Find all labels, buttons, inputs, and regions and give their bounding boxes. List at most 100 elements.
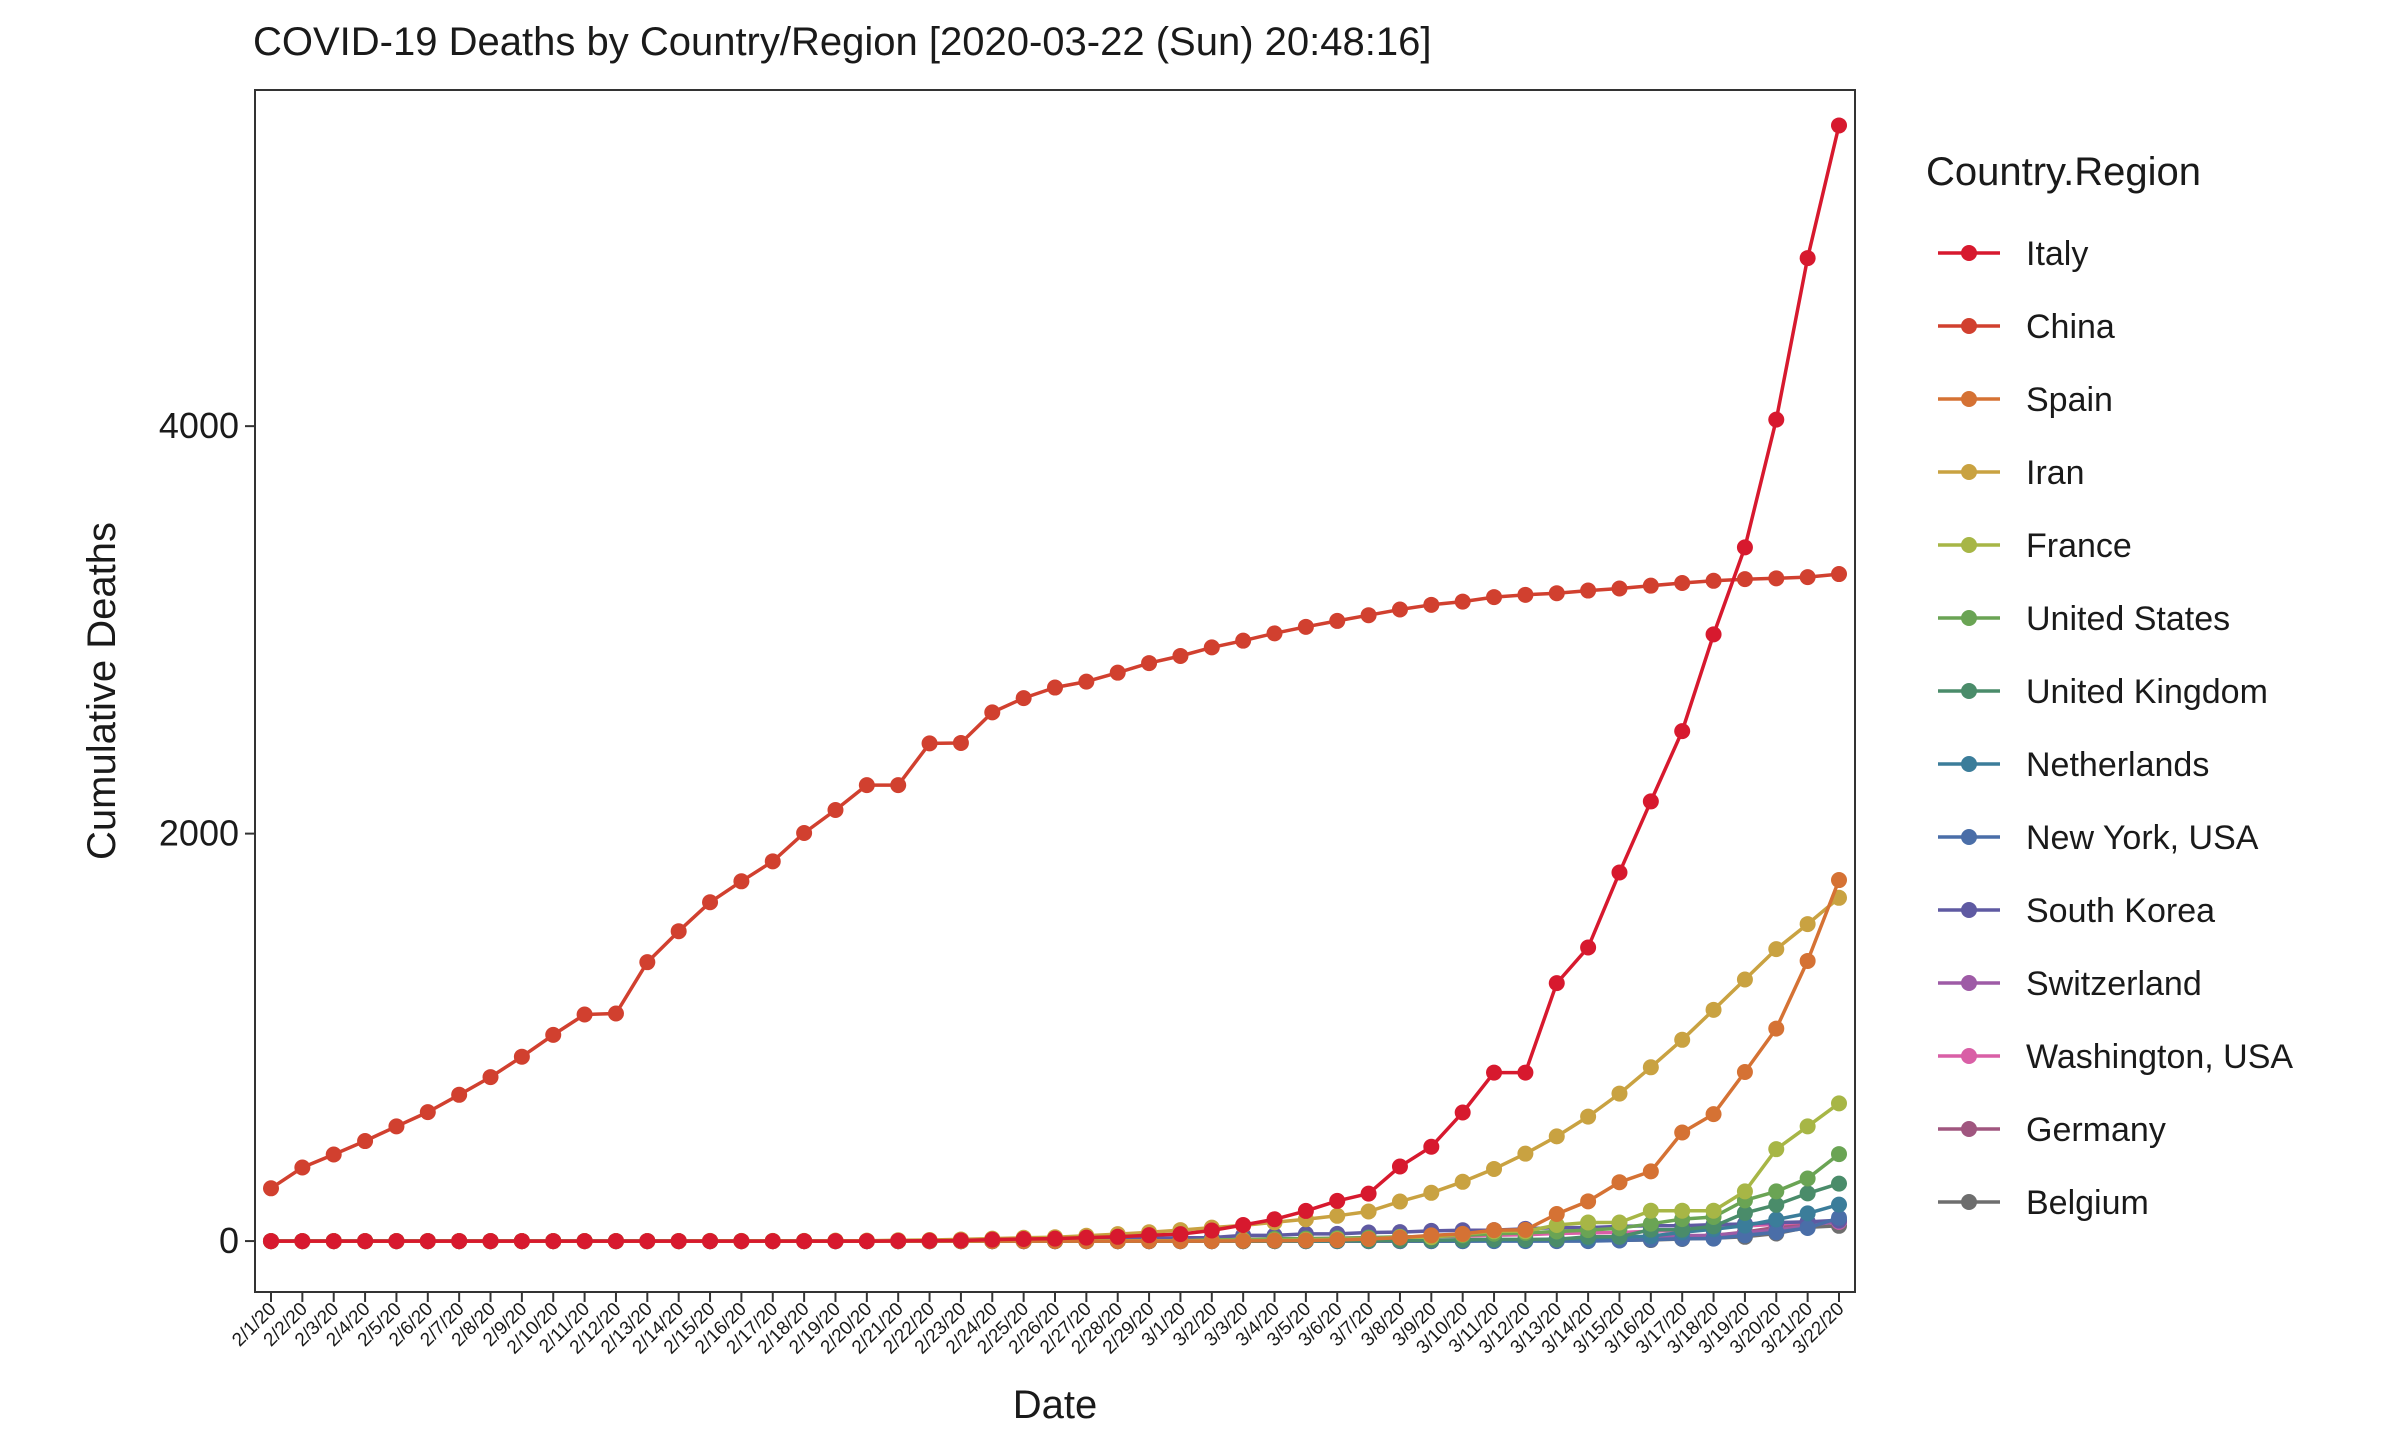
data-point-china <box>607 1005 624 1022</box>
legend-key-point <box>1961 975 1977 991</box>
legend-item-new-york-usa: New York, USA <box>1938 819 2259 857</box>
y-tick-label: 2000 <box>159 813 239 854</box>
data-point-china <box>1329 612 1346 629</box>
data-point-china <box>733 873 750 890</box>
data-point-spain <box>1329 1232 1346 1249</box>
data-point-italy <box>325 1233 342 1250</box>
legend-item-italy: Italy <box>1938 235 2088 273</box>
data-point-netherlands <box>1768 1211 1785 1228</box>
legend-key-point <box>1961 1048 1977 1064</box>
legend-label: Iran <box>2026 454 2085 492</box>
data-point-italy <box>419 1233 436 1250</box>
data-point-italy <box>1642 793 1659 810</box>
data-point-iran <box>1611 1085 1628 1102</box>
legend-key-point <box>1961 902 1977 918</box>
data-point-china <box>294 1159 311 1176</box>
data-point-china <box>1423 596 1440 613</box>
data-point-china <box>639 954 656 971</box>
data-point-italy <box>1517 1064 1534 1081</box>
data-point-spain <box>1235 1232 1252 1249</box>
data-point-italy <box>670 1233 687 1250</box>
data-point-italy <box>1235 1216 1252 1233</box>
data-point-italy <box>1768 411 1785 428</box>
data-point-china <box>1297 618 1314 635</box>
data-point-china <box>1768 570 1785 587</box>
data-point-spain <box>1736 1063 1753 1080</box>
y-axis-title: Cumulative Deaths <box>80 522 124 860</box>
data-point-spain <box>1611 1174 1628 1191</box>
legend-item-south-korea: South Korea <box>1938 892 2215 930</box>
data-point-china <box>827 801 844 818</box>
data-point-united-states <box>1799 1170 1816 1187</box>
data-point-china <box>1736 571 1753 588</box>
data-point-italy <box>1329 1192 1346 1209</box>
legend-item-united-states: United States <box>1938 600 2230 638</box>
data-point-china <box>670 923 687 940</box>
data-point-spain <box>1517 1221 1534 1238</box>
data-point-iran <box>1391 1193 1408 1210</box>
legend-item-spain: Spain <box>1938 381 2113 419</box>
data-point-italy <box>1611 864 1628 881</box>
data-point-spain <box>1391 1229 1408 1246</box>
data-point-iran <box>1423 1184 1440 1201</box>
data-point-france <box>1831 1095 1847 1112</box>
legend-item-washington-usa: Washington, USA <box>1938 1038 2293 1076</box>
y-tick-label: 4000 <box>159 405 239 446</box>
data-point-italy <box>1172 1226 1189 1243</box>
data-point-italy <box>545 1233 562 1250</box>
data-point-italy <box>764 1233 781 1250</box>
data-point-china <box>576 1006 593 1023</box>
data-point-iran <box>1768 941 1785 958</box>
data-point-italy <box>733 1233 750 1250</box>
data-point-china <box>1360 607 1377 624</box>
data-point-china <box>1486 589 1503 606</box>
series-china <box>263 566 1847 1197</box>
data-point-iran <box>1799 916 1816 933</box>
data-point-china <box>263 1180 279 1197</box>
data-point-spain <box>1580 1193 1597 1210</box>
data-point-france <box>1548 1216 1565 1233</box>
data-point-italy <box>1548 975 1565 992</box>
data-point-italy <box>576 1233 593 1250</box>
data-point-spain <box>1266 1232 1283 1249</box>
data-point-china <box>1172 647 1189 664</box>
data-point-china <box>1266 625 1283 642</box>
legend-key-point <box>1961 1121 1977 1137</box>
data-point-italy <box>1297 1202 1314 1219</box>
legend-key-point <box>1961 756 1977 772</box>
data-point-united-states <box>1768 1183 1785 1200</box>
data-point-china <box>1580 582 1597 599</box>
data-point-china <box>1109 664 1126 681</box>
data-point-italy <box>1015 1231 1032 1248</box>
data-point-new-york-usa <box>1831 1209 1847 1226</box>
data-point-spain <box>1642 1163 1659 1180</box>
data-point-china <box>513 1048 530 1065</box>
data-point-china <box>1831 566 1847 583</box>
data-point-china <box>451 1086 468 1103</box>
legend-item-switzerland: Switzerland <box>1938 965 2202 1003</box>
legend-item-iran: Iran <box>1938 454 2085 492</box>
data-point-italy <box>451 1233 468 1250</box>
data-point-italy <box>1486 1064 1503 1081</box>
data-point-china <box>1642 577 1659 594</box>
data-point-china <box>890 777 907 794</box>
legend-item-belgium: Belgium <box>1938 1184 2149 1222</box>
data-point-italy <box>1141 1227 1158 1244</box>
data-point-china <box>1203 639 1220 656</box>
data-point-france <box>1611 1214 1628 1231</box>
data-point-italy <box>827 1233 844 1250</box>
data-point-united-states <box>1831 1146 1847 1163</box>
data-point-italy <box>1454 1104 1471 1121</box>
data-point-italy <box>263 1233 279 1250</box>
data-point-china <box>858 777 875 794</box>
data-point-united-kingdom <box>1831 1175 1847 1192</box>
legend-item-united-kingdom: United Kingdom <box>1938 673 2268 711</box>
data-point-iran <box>1329 1207 1346 1224</box>
data-point-united-states <box>1642 1215 1659 1232</box>
data-point-china <box>388 1118 405 1135</box>
data-point-france <box>1736 1183 1753 1200</box>
data-point-italy <box>796 1233 813 1250</box>
legend-item-netherlands: Netherlands <box>1938 746 2209 784</box>
legend-label: Netherlands <box>2026 746 2209 784</box>
data-point-netherlands <box>1831 1196 1847 1213</box>
